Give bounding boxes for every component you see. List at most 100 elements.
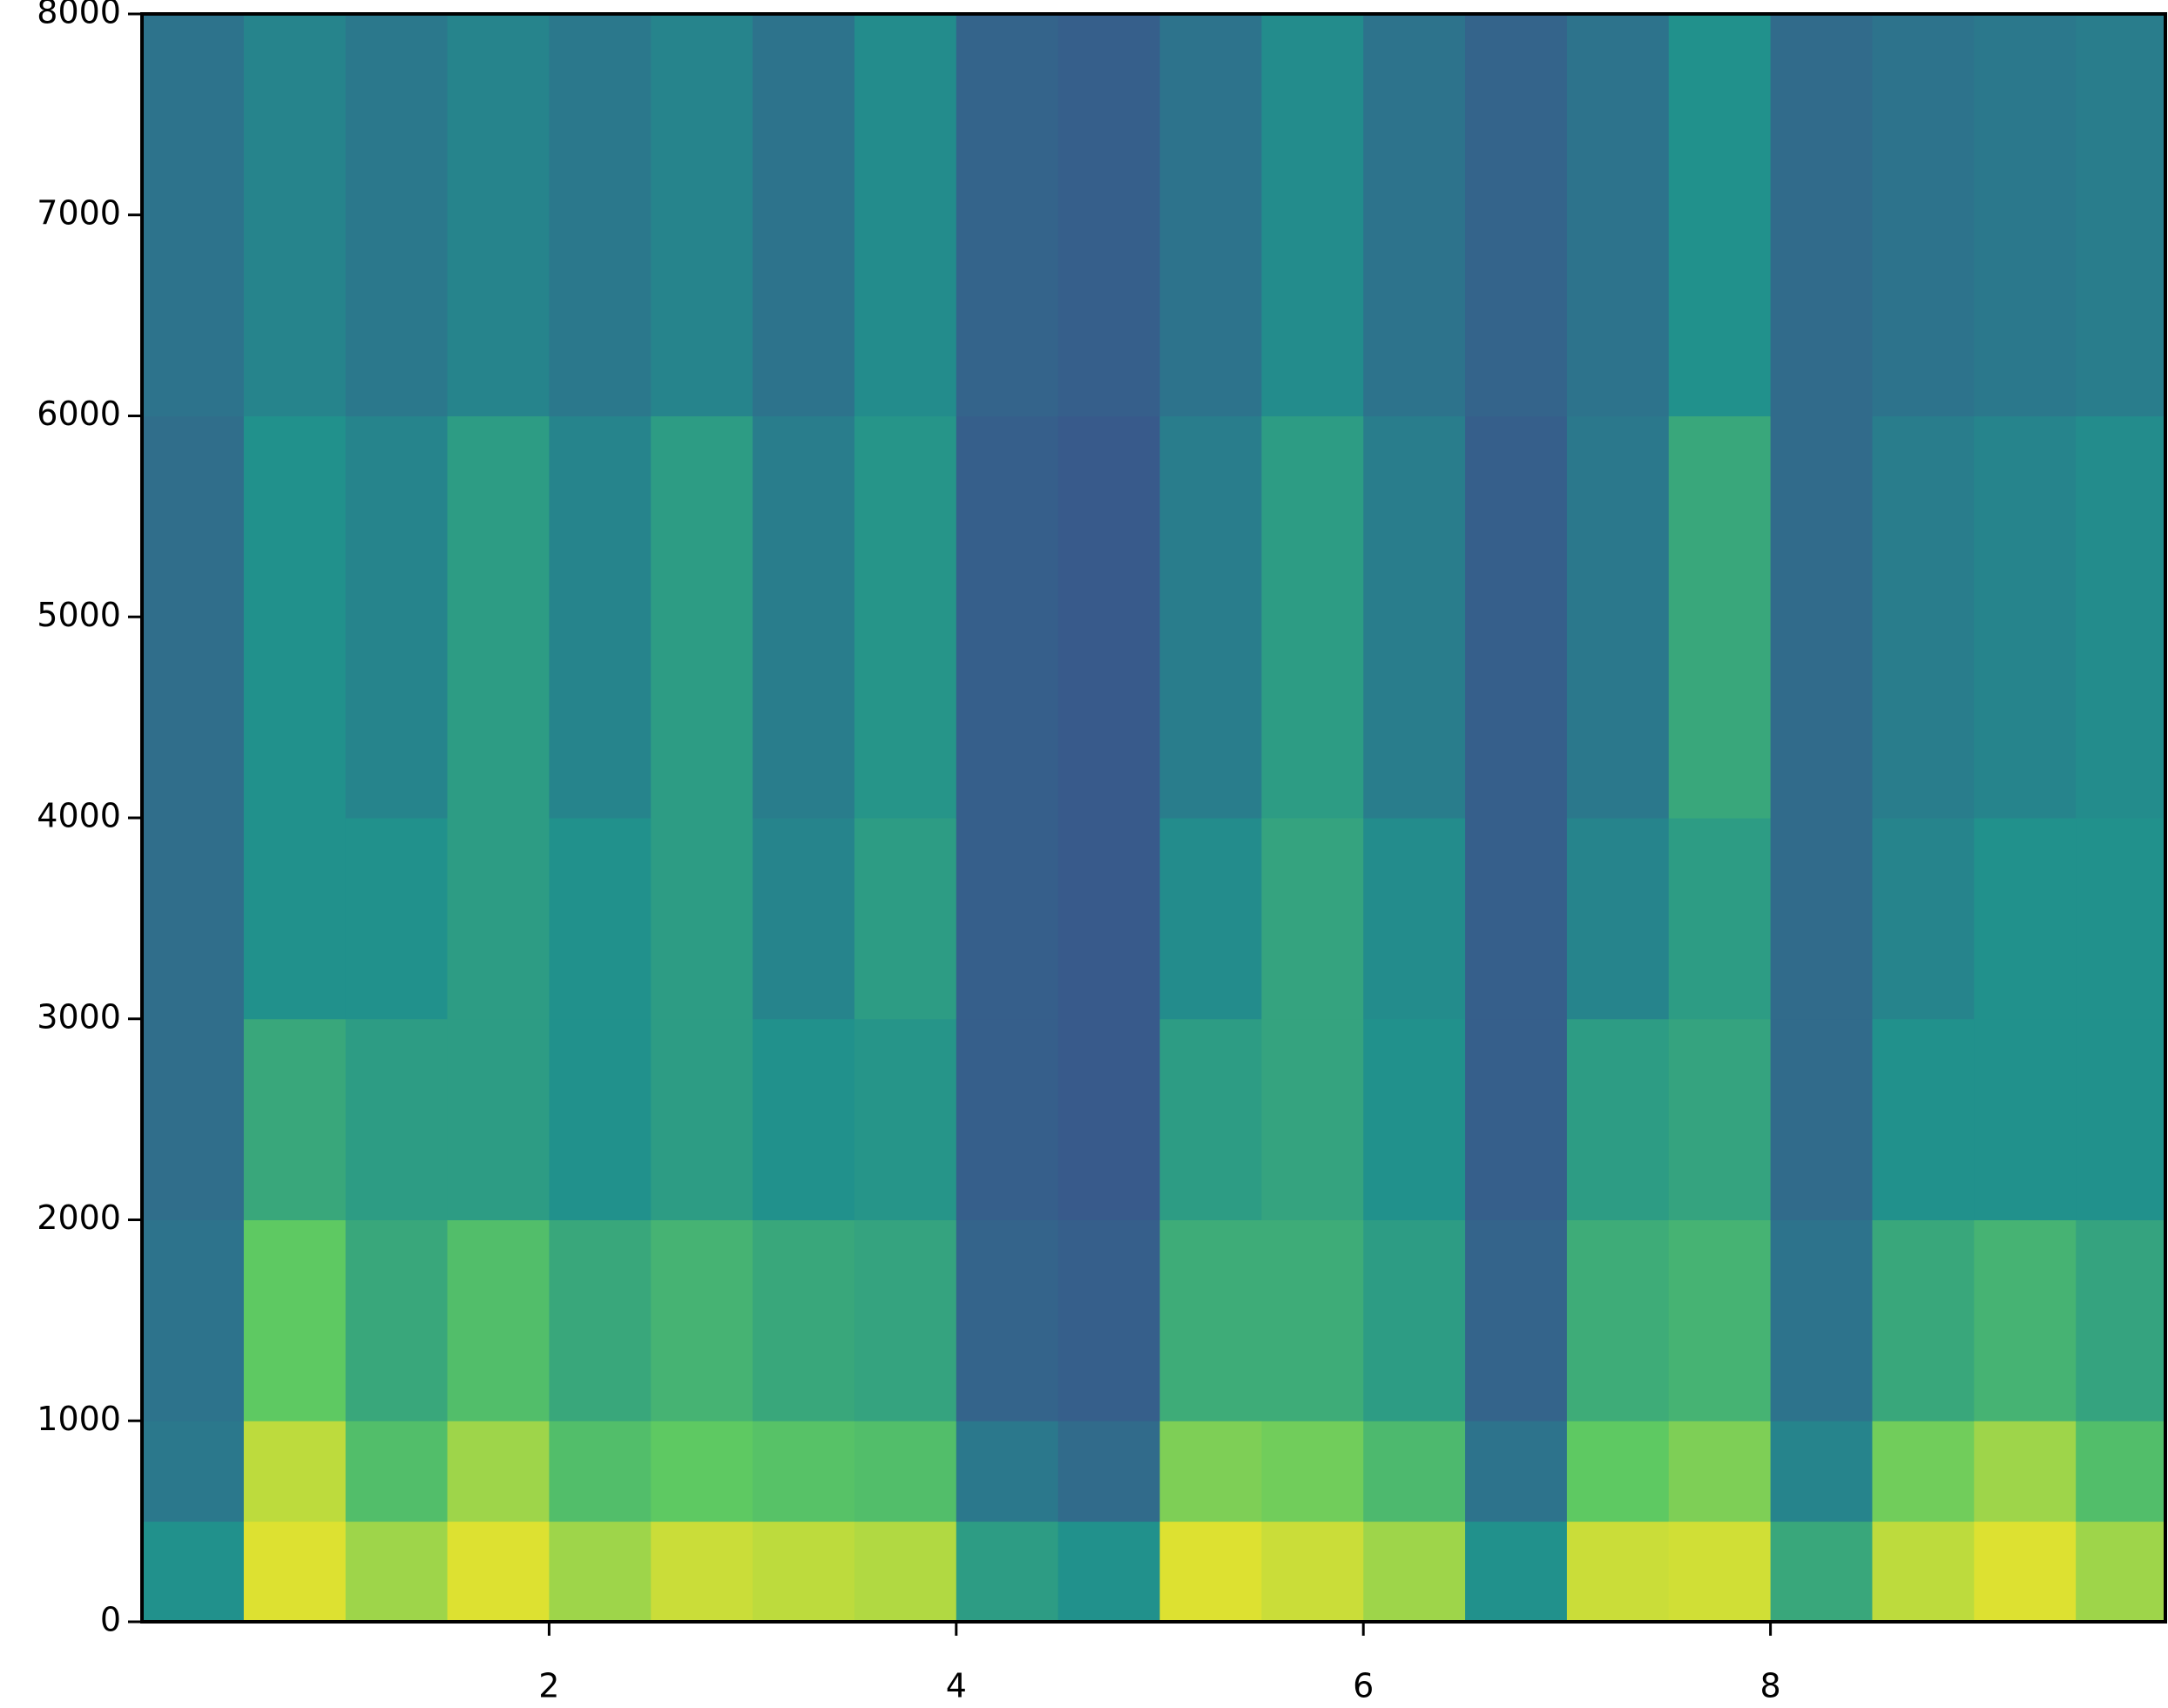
heatmap-cell: [1159, 14, 1262, 416]
heatmap-cell: [1668, 1421, 1772, 1522]
x-tick-label: 8: [1760, 1667, 1781, 1705]
heatmap-cell: [1261, 1018, 1364, 1220]
heatmap-cell: [1974, 1018, 2077, 1220]
heatmap-cell: [1363, 1421, 1466, 1522]
heatmap-cell: [1057, 1521, 1161, 1623]
heatmap-cell: [447, 14, 550, 416]
y-tick-label: 1000: [37, 1400, 121, 1438]
heatmap-cell: [243, 14, 347, 416]
heatmap-cell: [1872, 818, 1975, 1020]
heatmap-cell: [1159, 1521, 1262, 1623]
heatmap-cell: [1974, 1421, 2077, 1522]
heatmap-cell: [1261, 1421, 1364, 1522]
y-tick-label: 7000: [37, 193, 121, 232]
heatmap-cell: [142, 1219, 245, 1421]
heatmap-cell: [1668, 14, 1772, 416]
heatmap-cell: [1566, 14, 1670, 416]
heatmap-cell: [2076, 14, 2166, 416]
heatmap-cell: [753, 415, 855, 819]
heatmap-cell: [1363, 1018, 1466, 1220]
y-tick-label: 5000: [37, 596, 121, 634]
heatmap-cell: [2076, 1219, 2166, 1421]
heatmap-cell: [1465, 14, 1568, 416]
heatmap-cell: [2076, 818, 2166, 1020]
heatmap-cell: [345, 415, 449, 819]
heatmap-cell: [1057, 1219, 1161, 1421]
heatmap-cell: [1261, 1521, 1364, 1623]
heatmap-cell: [1974, 415, 2077, 819]
heatmap-cell: [243, 1421, 347, 1522]
heatmap-cell: [549, 818, 652, 1020]
heatmap-cell: [345, 14, 449, 416]
heatmap-cell: [243, 1018, 347, 1220]
heatmap-cell: [1770, 1421, 1873, 1522]
y-tick-label: 6000: [37, 395, 121, 433]
heatmap-cell: [1668, 415, 1772, 819]
heatmap: [142, 14, 2166, 1623]
heatmap-cell: [651, 415, 753, 819]
heatmap-cell: [1363, 1521, 1466, 1623]
heatmap-cell: [1566, 1421, 1670, 1522]
heatmap-cell: [142, 415, 245, 819]
heatmap-cell: [1363, 14, 1466, 416]
heatmap-cell: [1159, 1421, 1262, 1522]
heatmap-cell: [447, 415, 550, 819]
heatmap-cell: [1566, 1521, 1670, 1623]
heatmap-cell: [447, 1219, 550, 1421]
heatmap-cell: [1974, 14, 2077, 416]
heatmap-cell: [2076, 1521, 2166, 1623]
heatmap-cell: [1872, 1521, 1975, 1623]
heatmap-cell: [243, 1219, 347, 1421]
y-tick-label: 2000: [37, 1198, 121, 1237]
heatmap-cell: [651, 1421, 753, 1522]
heatmap-cell: [956, 415, 1059, 819]
y-tick-label: 4000: [37, 797, 121, 835]
heatmap-cell: [1465, 818, 1568, 1020]
heatmap-cell: [956, 14, 1059, 416]
heatmap-cell: [1770, 415, 1873, 819]
y-tick-label: 3000: [37, 997, 121, 1036]
heatmap-cell: [1668, 1018, 1772, 1220]
heatmap-cell: [1872, 14, 1975, 416]
heatmap-cell: [1159, 818, 1262, 1020]
heatmap-cell: [1261, 415, 1364, 819]
plot-frame: [140, 12, 2167, 1624]
heatmap-cell: [447, 1421, 550, 1522]
heatmap-cell: [142, 818, 245, 1020]
heatmap-cell: [956, 1219, 1059, 1421]
heatmap-cell: [243, 818, 347, 1020]
heatmap-cell: [1566, 1219, 1670, 1421]
heatmap-cell: [1159, 415, 1262, 819]
heatmap-cell: [1566, 818, 1670, 1020]
heatmap-cell: [1770, 1018, 1873, 1220]
heatmap-cell: [956, 1018, 1059, 1220]
heatmap-cell: [2076, 1421, 2166, 1522]
x-tick-label: 4: [946, 1667, 967, 1705]
heatmap-cell: [2076, 415, 2166, 819]
heatmap-cell: [1465, 1018, 1568, 1220]
heatmap-cell: [1566, 1018, 1670, 1220]
heatmap-cell: [1363, 818, 1466, 1020]
heatmap-cell: [1872, 415, 1975, 819]
heatmap-cell: [1465, 1421, 1568, 1522]
heatmap-cell: [1465, 1521, 1568, 1623]
heatmap-cell: [1872, 1018, 1975, 1220]
heatmap-cell: [549, 1018, 652, 1220]
heatmap-cell: [549, 1521, 652, 1623]
heatmap-cell: [345, 1018, 449, 1220]
heatmap-cell: [854, 1018, 957, 1220]
heatmap-cell: [651, 818, 753, 1020]
heatmap-cell: [753, 14, 855, 416]
heatmap-cell: [651, 1219, 753, 1421]
heatmap-cell: [1057, 1018, 1161, 1220]
heatmap-cell: [1566, 415, 1670, 819]
heatmap-cell: [447, 1018, 550, 1220]
heatmap-cell: [1261, 14, 1364, 416]
heatmap-cell: [651, 1018, 753, 1220]
heatmap-cell: [956, 1521, 1059, 1623]
heatmap-cell: [345, 1421, 449, 1522]
heatmap-cell: [753, 1421, 855, 1522]
heatmap-cell: [1668, 1521, 1772, 1623]
heatmap-cell: [651, 1521, 753, 1623]
